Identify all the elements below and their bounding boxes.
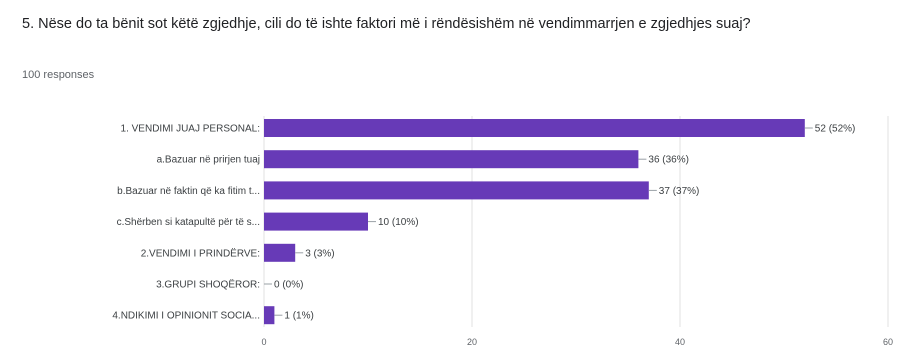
x-tick-label: 20 bbox=[467, 337, 477, 347]
bar bbox=[264, 243, 296, 262]
value-label: 10 (10%) bbox=[378, 217, 419, 228]
value-label: 1 (1%) bbox=[284, 311, 313, 322]
x-tick-label: 60 bbox=[883, 337, 893, 347]
bar bbox=[264, 181, 649, 200]
x-tick-label: 40 bbox=[675, 337, 685, 347]
category-label: b.Bazuar në faktin që ka fitim t... bbox=[117, 186, 260, 197]
value-label: 36 (36%) bbox=[648, 155, 689, 166]
category-label: 4.NDIKIMI I OPINIONIT SOCIA... bbox=[112, 311, 260, 322]
question-title: 5. Nëse do ta bënit sot këtë zgjedhje, c… bbox=[22, 16, 751, 32]
category-label: c.Shërben si katapultë për të s... bbox=[117, 217, 260, 228]
category-label: a.Bazuar në prirjen tuaj bbox=[157, 155, 260, 166]
category-label: 2.VENDIMI I PRINDËRVE: bbox=[141, 247, 260, 259]
bar bbox=[264, 306, 275, 325]
x-tick-label: 0 bbox=[261, 337, 266, 347]
value-label: 0 (0%) bbox=[274, 280, 303, 291]
response-count: 100 responses bbox=[22, 69, 95, 81]
value-label: 37 (37%) bbox=[659, 186, 700, 197]
bar bbox=[264, 212, 368, 231]
value-label: 52 (52%) bbox=[815, 124, 856, 135]
bar bbox=[264, 150, 639, 169]
value-label: 3 (3%) bbox=[305, 248, 334, 259]
bar bbox=[264, 119, 805, 137]
category-label: 1. VENDIMI JUAJ PERSONAL: bbox=[121, 124, 260, 135]
category-label: 3.GRUPI SHOQËROR: bbox=[156, 279, 260, 291]
